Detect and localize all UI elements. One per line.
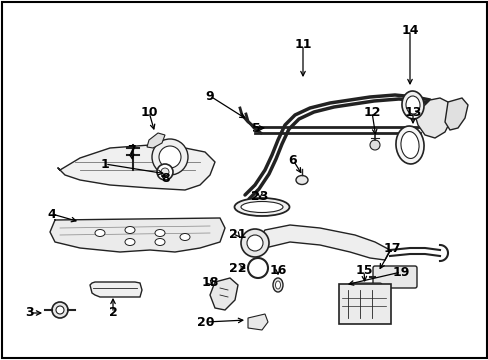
- Text: 17: 17: [383, 242, 400, 255]
- Circle shape: [157, 164, 173, 180]
- Ellipse shape: [401, 91, 423, 119]
- Circle shape: [241, 229, 268, 257]
- Text: 7: 7: [126, 144, 135, 157]
- Ellipse shape: [234, 198, 289, 216]
- Polygon shape: [90, 282, 142, 297]
- Polygon shape: [50, 218, 224, 252]
- Ellipse shape: [405, 96, 419, 114]
- Text: 22: 22: [229, 261, 246, 274]
- Text: 15: 15: [354, 265, 372, 278]
- Text: 13: 13: [404, 105, 421, 118]
- Text: 1: 1: [101, 158, 109, 171]
- Text: 11: 11: [294, 39, 311, 51]
- Circle shape: [161, 168, 169, 176]
- Polygon shape: [414, 98, 451, 138]
- Text: 8: 8: [162, 171, 170, 184]
- Polygon shape: [444, 98, 467, 130]
- Ellipse shape: [125, 238, 135, 246]
- FancyBboxPatch shape: [372, 266, 416, 288]
- Circle shape: [369, 140, 379, 150]
- Circle shape: [56, 306, 64, 314]
- Ellipse shape: [155, 230, 164, 237]
- Ellipse shape: [272, 278, 283, 292]
- Polygon shape: [147, 133, 164, 148]
- Polygon shape: [209, 278, 238, 310]
- Text: 5: 5: [251, 122, 260, 135]
- Text: 12: 12: [363, 105, 380, 118]
- Text: 6: 6: [288, 153, 297, 166]
- Text: 21: 21: [229, 229, 246, 242]
- Text: 14: 14: [401, 23, 418, 36]
- Polygon shape: [258, 225, 389, 260]
- Circle shape: [52, 302, 68, 318]
- Text: 10: 10: [140, 105, 158, 118]
- Text: 23: 23: [251, 189, 268, 202]
- Polygon shape: [247, 314, 267, 330]
- Ellipse shape: [125, 226, 135, 234]
- Text: 20: 20: [197, 315, 214, 328]
- Ellipse shape: [295, 175, 307, 184]
- Ellipse shape: [395, 126, 423, 164]
- Text: 18: 18: [201, 276, 218, 289]
- Text: 4: 4: [47, 207, 56, 220]
- Polygon shape: [58, 145, 215, 190]
- Circle shape: [159, 146, 181, 168]
- Ellipse shape: [180, 234, 190, 240]
- Ellipse shape: [241, 202, 283, 212]
- Circle shape: [247, 258, 267, 278]
- Ellipse shape: [275, 281, 280, 289]
- Text: 16: 16: [269, 264, 286, 276]
- Ellipse shape: [155, 238, 164, 246]
- FancyBboxPatch shape: [338, 284, 390, 324]
- Circle shape: [152, 139, 187, 175]
- Text: 19: 19: [391, 266, 409, 279]
- Text: 2: 2: [108, 306, 117, 320]
- Text: 3: 3: [24, 306, 33, 320]
- Text: 9: 9: [205, 90, 214, 103]
- Ellipse shape: [95, 230, 105, 237]
- Circle shape: [246, 235, 263, 251]
- Ellipse shape: [400, 131, 418, 158]
- FancyBboxPatch shape: [349, 283, 381, 302]
